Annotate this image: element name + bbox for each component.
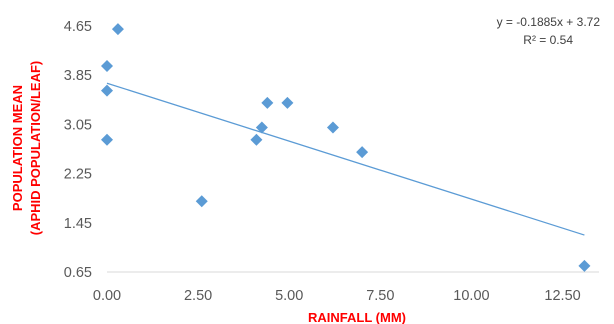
- x-tick-label: 2.50: [184, 288, 212, 304]
- x-tick-label: 12.50: [544, 288, 580, 304]
- y-tick-label: 3.05: [64, 117, 92, 133]
- x-tick-label: 7.50: [366, 288, 394, 304]
- x-tick-label: 0.00: [93, 288, 121, 304]
- y-tick-label: 4.65: [64, 19, 92, 35]
- data-point-marker: [101, 84, 113, 97]
- data-point-marker: [111, 23, 124, 36]
- y-axis-title-line2: (APHID POPULATION/LEAF): [28, 61, 43, 236]
- x-tick-label: 5.00: [275, 288, 303, 304]
- y-tick-label: 0.65: [64, 265, 92, 281]
- y-tick-label: 1.45: [64, 216, 92, 232]
- x-tick-label: 10.00: [453, 288, 489, 304]
- data-point-marker: [281, 96, 294, 109]
- data-point-marker: [250, 133, 263, 146]
- data-point-marker: [326, 121, 339, 134]
- y-tick-labels: 0.65 1.45 2.25 3.05 3.85 4.65: [64, 19, 92, 281]
- trendline-equation: y = -0.1885x + 3.72: [497, 15, 601, 29]
- x-axis-title: RAINFALL (MM): [308, 310, 406, 324]
- data-point-marker: [195, 195, 208, 208]
- data-point-marker: [578, 259, 591, 272]
- data-point-marker: [356, 146, 369, 159]
- y-axis-title-line1: POPULATION MEAN: [10, 85, 25, 211]
- data-point-marker: [101, 59, 113, 72]
- trendline: [106, 82, 585, 236]
- trendline-r-squared: R² = 0.54: [523, 33, 573, 47]
- data-point-marker: [261, 96, 274, 109]
- y-tick-label: 2.25: [64, 167, 92, 183]
- x-tick-labels: 0.00 2.50 5.00 7.50 10.00 12.50: [93, 288, 581, 304]
- data-point-marker: [101, 133, 113, 146]
- data-points: [101, 23, 591, 272]
- y-tick-label: 3.85: [64, 68, 92, 84]
- data-point-marker: [255, 121, 268, 134]
